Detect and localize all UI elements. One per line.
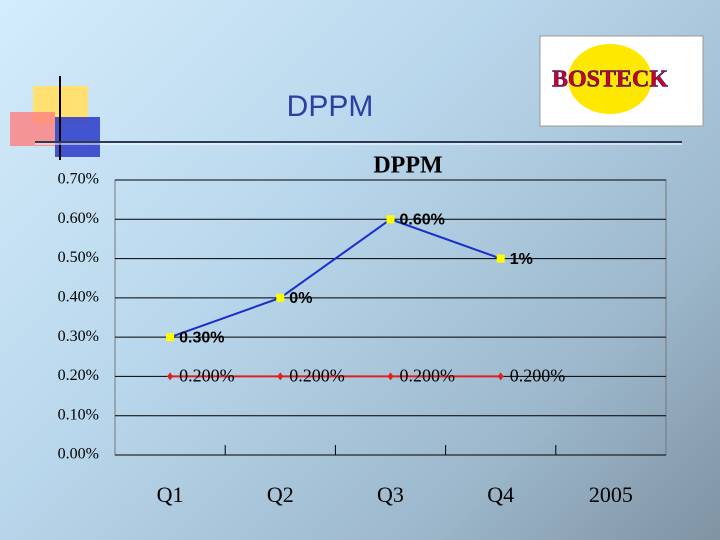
x-tick-label: Q4 [487, 482, 514, 507]
logo-ellipse [568, 44, 652, 114]
data-label: 0.30% [179, 329, 224, 346]
point [167, 372, 174, 381]
point [497, 372, 504, 381]
x-tick-label: Q3 [377, 482, 404, 507]
point [387, 372, 394, 381]
y-tick-label: 0.10% [58, 406, 99, 423]
data-label: 1% [510, 251, 533, 268]
decor-square [55, 117, 100, 157]
series-line [169, 218, 502, 339]
point [276, 293, 285, 302]
logo-text: BOSTECK [552, 67, 668, 93]
y-tick-label: 0.20% [58, 367, 99, 384]
data-label: 0.200% [289, 366, 345, 386]
x-tick-label: Q1 [157, 482, 184, 507]
data-label: 0.200% [510, 366, 566, 386]
data-label: 0% [289, 290, 312, 307]
y-tick-label: 0.50% [58, 249, 99, 266]
y-tick-label: 0.70% [58, 171, 99, 188]
chart-title: DPPM [373, 153, 442, 179]
point [277, 372, 284, 381]
x-tick-label: Q2 [267, 482, 294, 507]
y-tick-label: 0.40% [58, 289, 99, 306]
data-label: 0.60% [400, 212, 445, 229]
y-tick-label: 0.00% [58, 446, 99, 463]
y-tick-label: 0.30% [58, 328, 99, 345]
x-tick-label: 2005 [589, 482, 633, 507]
data-label: 0.200% [400, 366, 456, 386]
decor-square [10, 112, 55, 146]
data-label: 0.200% [179, 366, 235, 386]
y-tick-label: 0.60% [58, 210, 99, 227]
point [166, 333, 175, 342]
slide-title: DPPM [287, 90, 374, 123]
point [386, 215, 395, 224]
point [496, 254, 505, 263]
